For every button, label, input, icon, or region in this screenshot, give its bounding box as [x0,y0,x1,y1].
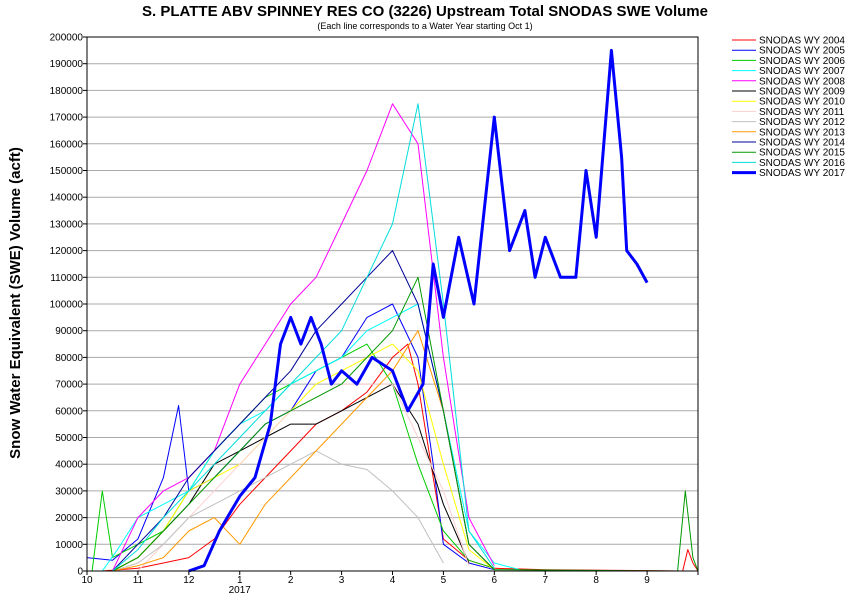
legend-label: SNODAS WY 2005 [759,46,845,57]
series-line-snodas-wy-2005 [86,303,495,571]
y-tick-label: 70000 [55,380,83,391]
legend-label: SNODAS WY 2012 [759,117,845,128]
chart-title: S. PLATTE ABV SPINNEY RES CO (3226) Upst… [142,3,708,20]
y-tick-label: 40000 [55,460,83,471]
series-lines [86,48,699,573]
y-tick-label: 130000 [50,219,84,230]
legend-label: SNODAS WY 2017 [759,168,845,179]
y-tick-label: 20000 [55,513,83,524]
y-tick-label: 90000 [55,326,83,337]
legend-label: SNODAS WY 2014 [759,138,845,149]
y-tick-label: 150000 [50,166,84,177]
x-year-label: 2017 [229,585,252,596]
x-tick-label: 10 [81,575,93,586]
y-tick-label: 100000 [50,300,84,311]
y-tick-label: 200000 [50,33,84,44]
legend-label: SNODAS WY 2006 [759,56,845,67]
y-tick-label: 0 [77,567,83,578]
x-tick-label: 11 [133,575,144,586]
x-tick-label: 12 [183,575,195,586]
x-tick-label: 5 [441,575,447,586]
y-tick-label: 180000 [50,86,84,97]
x-tick-label: 7 [542,575,548,586]
y-tick-label: 160000 [50,139,84,150]
legend-label: SNODAS WY 2008 [759,76,845,87]
series-line-snodas-wy-2016 [112,103,495,572]
legend-label: SNODAS WY 2013 [759,127,845,138]
series-line-snodas-wy-2012 [112,450,444,572]
series-line-snodas-wy-2004 [102,343,699,572]
series-line-snodas-wy-2017 [188,48,649,573]
plot-frame [86,36,699,572]
x-tick-label: 4 [390,575,396,586]
legend-label: SNODAS WY 2015 [759,148,845,159]
y-tick-label: 50000 [55,433,83,444]
series-line-snodas-wy-2008 [112,103,495,572]
legend-label: SNODAS WY 2016 [759,158,845,169]
y-tick-label: 110000 [50,273,83,284]
legend-label: SNODAS WY 2010 [759,97,845,108]
legend-label: SNODAS WY 2007 [759,66,845,77]
y-tick-label: 80000 [55,353,83,364]
y-tick-label: 190000 [50,59,84,70]
y-axis-label: Snow Water Equivalent (SWE) Volume (acft… [7,147,24,459]
y-tick-label: 170000 [50,113,84,124]
x-axis-ticks: 10 11 12 1 2 3 4 5 6 7 8 9 [81,571,699,586]
y-tick-label: 10000 [55,540,83,551]
chart-subtitle: (Each line corresponds to a Water Year s… [317,21,532,31]
y-axis-ticks: 0 10000 20000 30000 40000 50000 60000 70000 8000… [50,33,87,578]
y-tick-label: 60000 [55,406,83,417]
x-tick-label: 3 [339,575,345,586]
x-tick-label: 1 [237,575,243,586]
legend-label: SNODAS WY 2009 [759,87,845,98]
y-tick-label: 120000 [50,246,84,257]
series-line-snodas-wy-2010 [112,343,495,572]
x-tick-label: 9 [644,575,650,586]
legend-label: SNODAS WY 2011 [759,107,845,118]
series-line-snodas-wy-2006 [91,343,495,572]
legend-label: SNODAS WY 2004 [759,36,845,47]
y-tick-label: 140000 [50,193,84,204]
y-tick-label: 30000 [55,486,83,497]
x-tick-label: 8 [593,575,599,586]
x-tick-label: 2 [288,575,294,586]
series-line-snodas-wy-2013 [112,330,495,572]
x-tick-label: 6 [492,575,498,586]
series-line-snodas-wy-2014 [112,250,495,572]
